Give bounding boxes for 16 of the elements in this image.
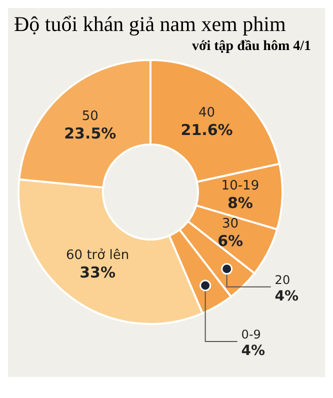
data-label: 6% xyxy=(218,232,244,250)
slice-label: 20 xyxy=(274,273,290,288)
slice-label: 30 xyxy=(222,216,239,232)
data-label: 4% xyxy=(241,343,266,360)
chart-title: Độ tuổi khán giả nam xem phim xyxy=(13,11,287,37)
data-label: 21.6% xyxy=(180,120,233,139)
slice-label: 40 xyxy=(198,105,216,120)
slice-label: 10-19 xyxy=(221,178,260,194)
slice-label: 60 trở lên xyxy=(66,248,130,263)
data-label: 23.5% xyxy=(64,124,116,142)
chart-subtitle: với tập đầu hôm 4/1 xyxy=(191,38,312,55)
data-label: 8% xyxy=(227,194,253,212)
slice-label: 0-9 xyxy=(241,328,261,342)
data-label: 33% xyxy=(80,263,116,282)
slice-label: 50 xyxy=(82,108,98,124)
data-label: 4% xyxy=(274,288,299,305)
